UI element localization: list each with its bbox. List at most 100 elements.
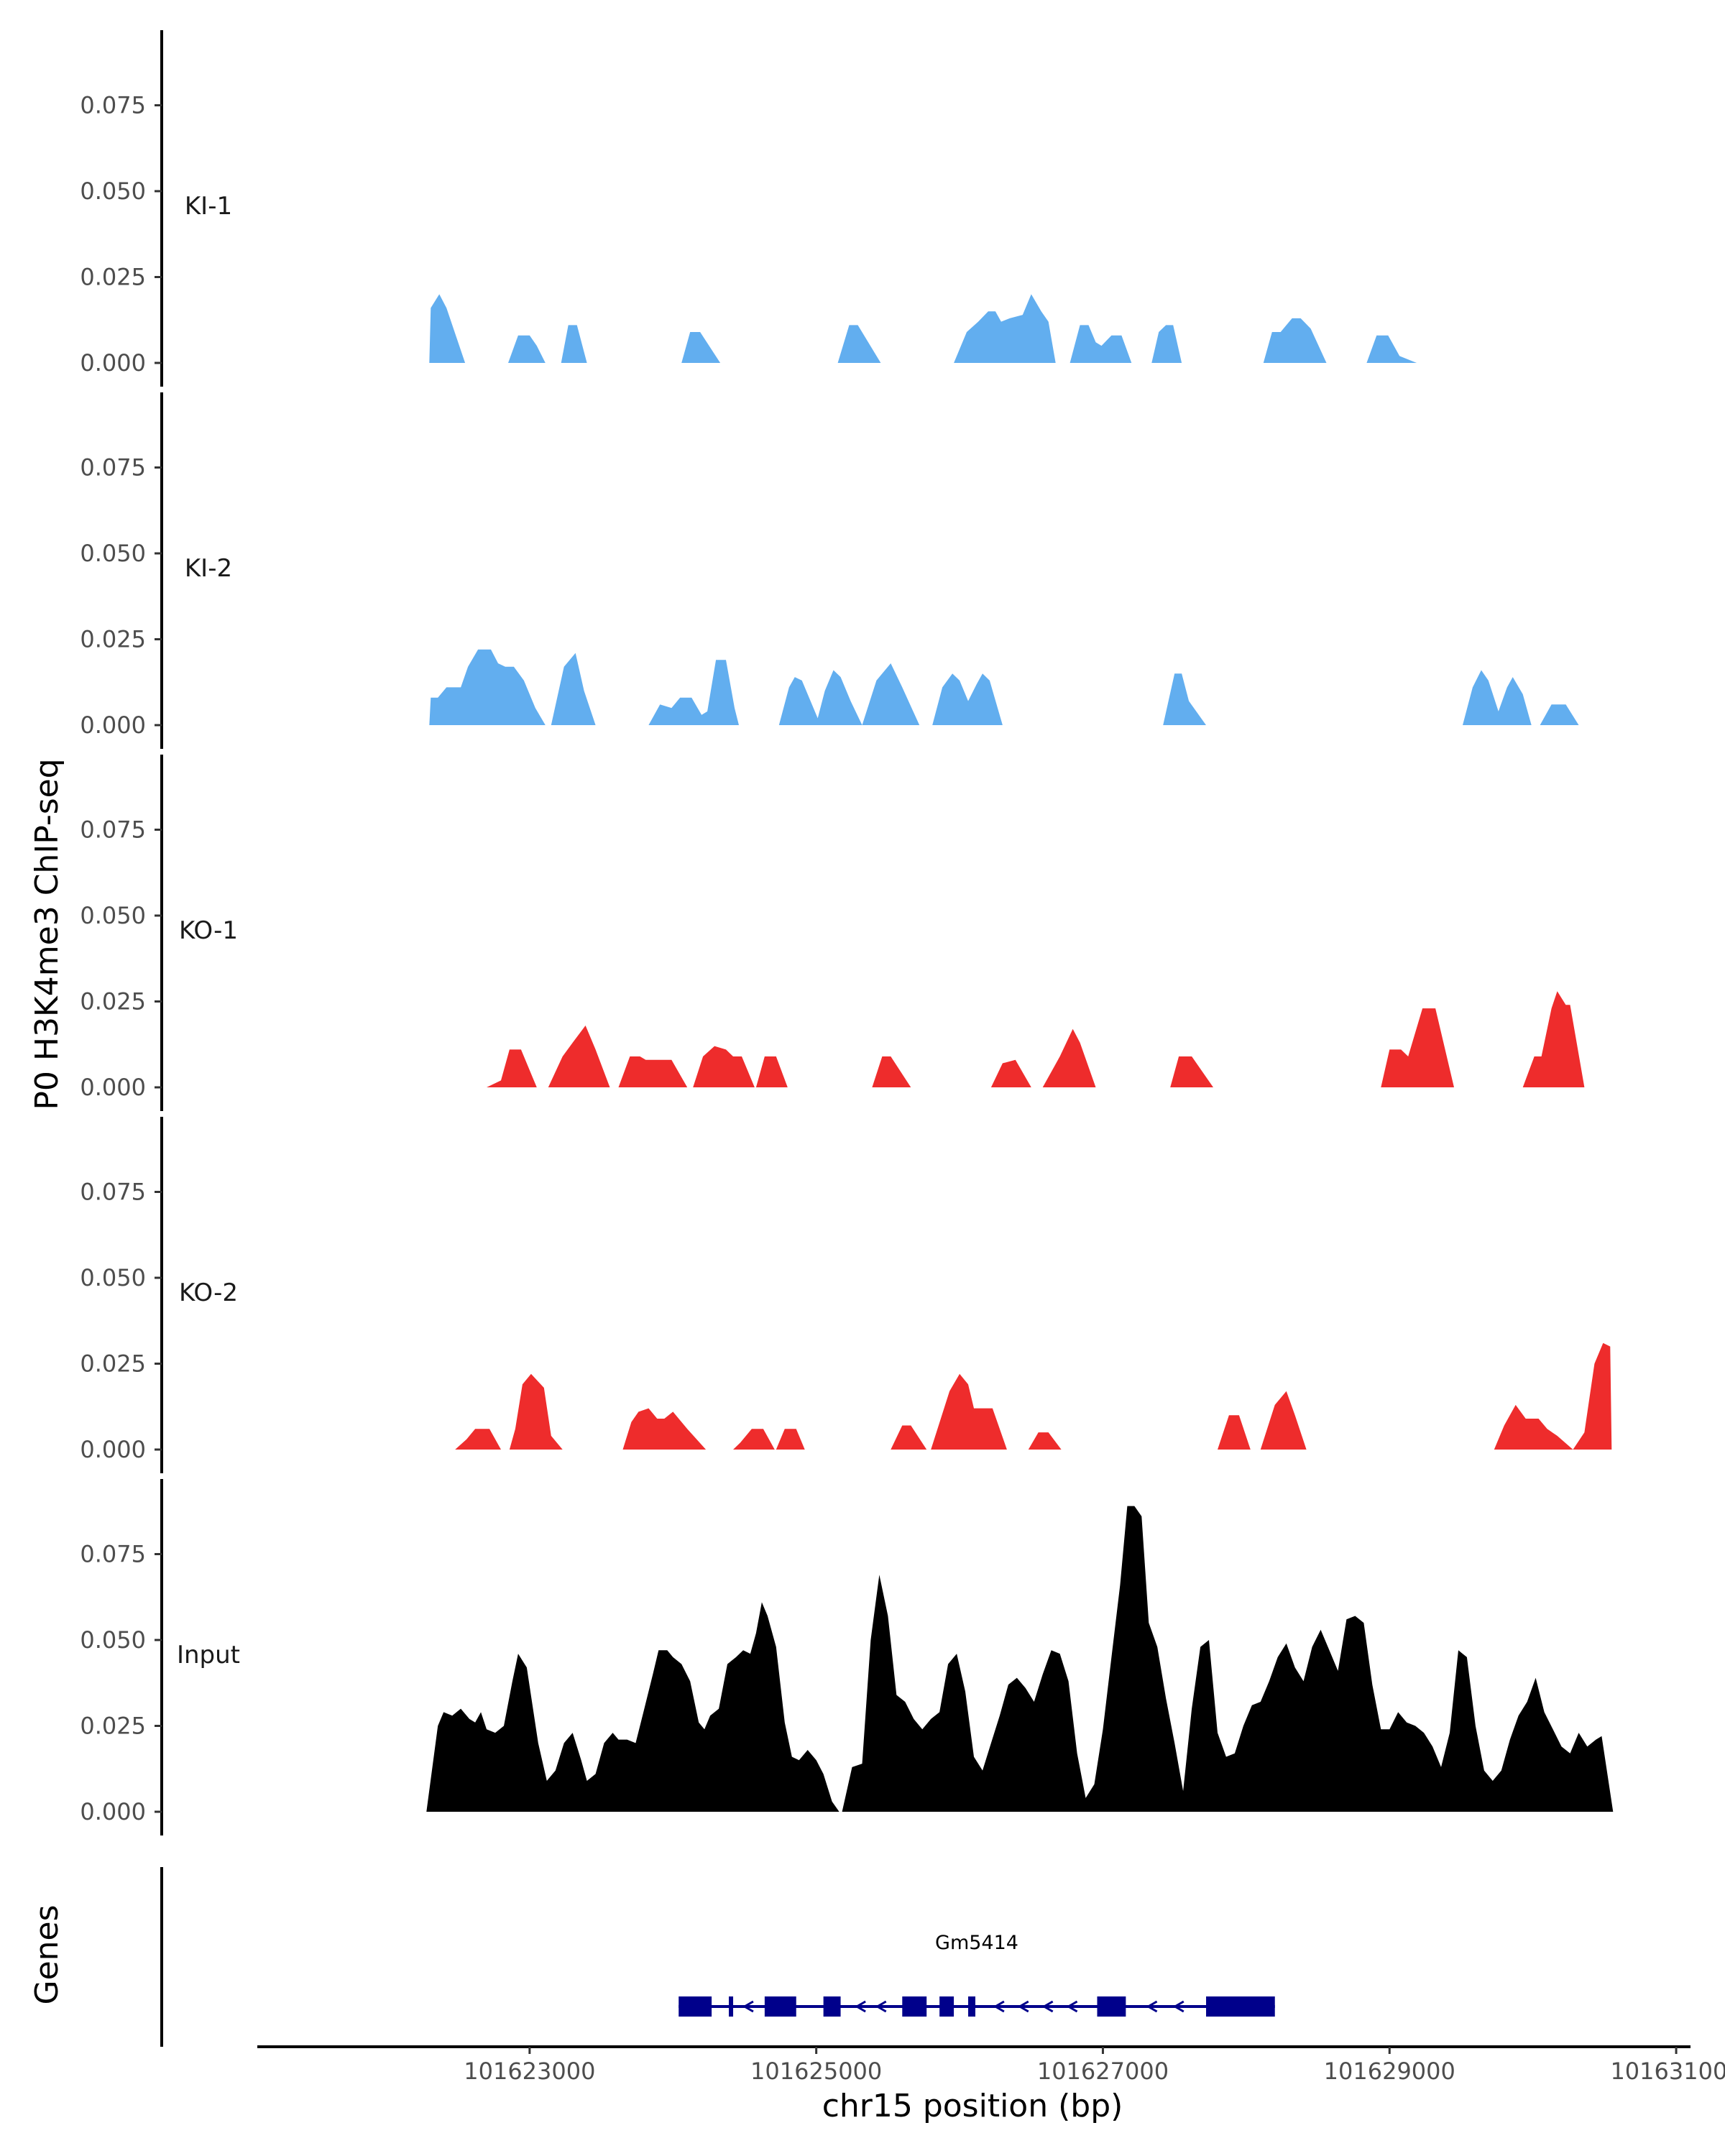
- gene-exon: [939, 1996, 954, 2017]
- y-tick-label: 0.025: [80, 1350, 146, 1378]
- strand-arrow: [855, 2000, 866, 2013]
- strand-arrow: [1146, 2000, 1158, 2013]
- strand-arrow: [1041, 2000, 1054, 2013]
- gene-exon: [968, 1996, 975, 2017]
- gene-exon: [902, 1996, 927, 2017]
- peak-ko-1-4: [755, 1056, 788, 1087]
- peak-ki-2-2: [551, 653, 596, 725]
- y-tick-label: 0.000: [80, 1436, 146, 1463]
- peak-ko-2-4: [733, 1429, 775, 1450]
- y-tick-label: 0.025: [80, 626, 146, 653]
- strand-arrow: [1066, 2000, 1078, 2013]
- track-ko-1: 0.000 0.025 0.050 0.075 KO-1: [80, 755, 1585, 1111]
- peak-ki-1-9: [1263, 318, 1327, 363]
- peak-ko-2-12: [1573, 1342, 1612, 1450]
- peak-ki-1-8: [1151, 325, 1182, 363]
- strand-arrow: [1172, 2000, 1184, 2013]
- gene-exon: [823, 1996, 841, 2017]
- strand-arrow: [993, 2000, 1005, 2013]
- peak-ki-2-3: [648, 660, 739, 725]
- peak-ki-2-4: [778, 670, 862, 725]
- y-tick-label: 0.050: [80, 540, 146, 567]
- y-axis-title: P0 H3K4me3 ChIP-seq: [29, 758, 65, 1110]
- peak-ki-1-7: [1070, 325, 1132, 363]
- x-tick-label: 101627000: [1037, 2058, 1169, 2085]
- peak-ko-2-10: [1260, 1391, 1307, 1450]
- peak-input-1: [426, 1602, 840, 1812]
- peak-ki-2-6: [932, 673, 1003, 725]
- y-tick-label: 0.050: [80, 178, 146, 205]
- peak-ko-2-11: [1494, 1404, 1573, 1450]
- strand-arrow: [875, 2000, 887, 2013]
- y-tick-label: 0.025: [80, 1713, 146, 1740]
- peak-ko-1-6: [990, 1059, 1031, 1087]
- y-tick-label: 0.050: [80, 1264, 146, 1291]
- y-tick-label: 0.050: [80, 1626, 146, 1654]
- track-input: 0.000 0.025 0.050 0.075 Input: [80, 1479, 1614, 1835]
- x-tick-label: 101629000: [1324, 2058, 1455, 2085]
- peak-ko-2-3: [622, 1408, 707, 1450]
- y-tick-label: 0.075: [80, 816, 146, 844]
- x-axis-title: chr15 position (bp): [822, 2088, 1123, 2124]
- strand-arrow: [1017, 2000, 1029, 2013]
- peak-ko-2-2: [509, 1373, 563, 1450]
- track-label: KO-2: [179, 1279, 238, 1307]
- peak-ki-1-2: [508, 335, 546, 363]
- peak-ki-1-3: [561, 325, 587, 363]
- gene-exon: [678, 1996, 712, 2017]
- track-label: KO-1: [179, 916, 238, 945]
- y-tick-label: 0.000: [80, 1074, 146, 1101]
- peak-ko-1-7: [1042, 1028, 1096, 1087]
- y-tick-label: 0.050: [80, 902, 146, 929]
- peak-ko-1-2: [548, 1026, 610, 1087]
- x-tick-label: 101623000: [464, 2058, 595, 2085]
- peak-ko-2-9: [1218, 1415, 1251, 1450]
- peak-ki-2-7: [1163, 673, 1206, 725]
- y-tick-label: 0.000: [80, 349, 146, 377]
- gene-gm5414: Gm5414: [678, 1932, 1275, 2017]
- track-ki-1: 0.000 0.025 0.050 0.075 KI-1: [80, 30, 1417, 387]
- track-ko-2: 0.000 0.025 0.050 0.075 KO-2: [80, 1117, 1612, 1473]
- peak-ki-2-9: [1540, 704, 1579, 725]
- track-label: KI-2: [185, 554, 232, 583]
- peak-input-2: [842, 1506, 1614, 1812]
- strand-arrow: [742, 2000, 754, 2013]
- gene-track: Gm5414: [160, 1867, 1275, 2047]
- peak-ko-1-10: [1522, 991, 1585, 1087]
- track-label: Input: [177, 1641, 240, 1669]
- peak-ko-2-1: [455, 1429, 501, 1450]
- peak-ko-2-6: [891, 1425, 927, 1450]
- peak-ki-1-10: [1366, 335, 1417, 363]
- gene-label: Gm5414: [935, 1932, 1018, 1954]
- tracks: 0.0000.0250.0500.075KI-10.0000.0250.0500…: [80, 30, 1614, 1835]
- peak-ko-1-1: [487, 1049, 537, 1087]
- peak-ki-1-4: [681, 332, 721, 363]
- peak-ki-2-5: [862, 663, 920, 725]
- peak-ki-2-8: [1463, 670, 1532, 725]
- peak-ki-1-1: [429, 294, 466, 363]
- gene-exon: [764, 1996, 796, 2017]
- y-tick-label: 0.075: [80, 1179, 146, 1206]
- peak-ki-1-6: [954, 294, 1056, 363]
- peak-ki-1-5: [837, 325, 881, 363]
- x-tick-label: 101625000: [750, 2058, 882, 2085]
- peak-ko-2-5: [776, 1429, 805, 1450]
- y-tick-label: 0.025: [80, 988, 146, 1015]
- peak-ko-1-9: [1381, 1008, 1454, 1087]
- y-tick-label: 0.000: [80, 711, 146, 739]
- x-tick-label: 101631000: [1610, 2058, 1725, 2085]
- x-axis: 101623000 101625000 101627000 101629000 1016…: [257, 2045, 1725, 2085]
- y-tick-label: 0.075: [80, 92, 146, 119]
- track-label: KI-1: [185, 192, 232, 221]
- peak-ko-1-8: [1170, 1056, 1213, 1087]
- y-tick-label: 0.075: [80, 1541, 146, 1568]
- y-tick-label: 0.000: [80, 1798, 146, 1825]
- track-ki-2: 0.000 0.025 0.050 0.075 KI-2: [80, 392, 1579, 749]
- gene-exon: [1206, 1996, 1275, 2017]
- peak-ko-2-7: [931, 1373, 1007, 1450]
- gene-exon: [729, 1996, 734, 2017]
- peak-ko-1-5: [872, 1056, 911, 1087]
- peak-ki-2-1: [429, 649, 546, 725]
- gene-exon: [1097, 1996, 1126, 2017]
